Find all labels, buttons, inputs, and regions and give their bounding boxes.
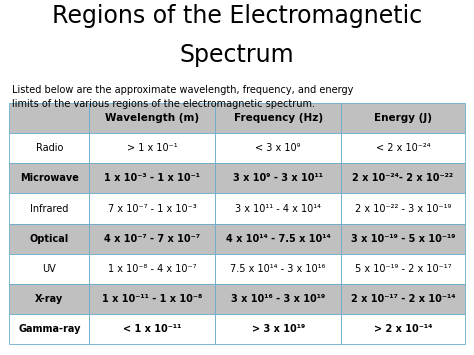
Text: 4 x 10¹⁴ - 7.5 x 10¹⁴: 4 x 10¹⁴ - 7.5 x 10¹⁴ bbox=[226, 234, 330, 244]
Bar bbox=[89, 254, 215, 284]
Text: UV: UV bbox=[42, 264, 56, 274]
Bar bbox=[215, 224, 341, 254]
Text: Infrared: Infrared bbox=[30, 203, 68, 214]
Bar bbox=[9, 103, 89, 133]
Text: < 2 x 10⁻²⁴: < 2 x 10⁻²⁴ bbox=[375, 143, 430, 153]
Text: 4 x 10⁻⁷ - 7 x 10⁻⁷: 4 x 10⁻⁷ - 7 x 10⁻⁷ bbox=[104, 234, 200, 244]
Bar bbox=[341, 254, 465, 284]
Bar bbox=[89, 163, 215, 193]
Text: X-ray: X-ray bbox=[35, 294, 64, 304]
Bar bbox=[9, 224, 89, 254]
Bar bbox=[89, 133, 215, 163]
Bar bbox=[9, 314, 89, 344]
Bar bbox=[9, 163, 89, 193]
Text: 5 x 10⁻¹⁹ - 2 x 10⁻¹⁷: 5 x 10⁻¹⁹ - 2 x 10⁻¹⁷ bbox=[355, 264, 451, 274]
Text: > 2 x 10⁻¹⁴: > 2 x 10⁻¹⁴ bbox=[374, 324, 432, 334]
Text: Spectrum: Spectrum bbox=[180, 43, 294, 67]
Bar bbox=[215, 103, 341, 133]
Bar bbox=[9, 193, 89, 224]
Bar bbox=[89, 284, 215, 314]
Text: 3 x 10⁹ - 3 x 10¹¹: 3 x 10⁹ - 3 x 10¹¹ bbox=[233, 173, 323, 184]
Text: Regions of the Electromagnetic: Regions of the Electromagnetic bbox=[52, 4, 422, 28]
Bar bbox=[341, 193, 465, 224]
Text: > 3 x 10¹⁹: > 3 x 10¹⁹ bbox=[252, 324, 305, 334]
Bar bbox=[215, 163, 341, 193]
Text: 3 x 10⁻¹⁹ - 5 x 10⁻¹⁹: 3 x 10⁻¹⁹ - 5 x 10⁻¹⁹ bbox=[351, 234, 455, 244]
Bar bbox=[215, 284, 341, 314]
Bar bbox=[341, 103, 465, 133]
Bar bbox=[215, 133, 341, 163]
Text: Microwave: Microwave bbox=[20, 173, 79, 184]
Bar bbox=[215, 193, 341, 224]
Text: < 1 x 10⁻¹¹: < 1 x 10⁻¹¹ bbox=[123, 324, 182, 334]
Bar bbox=[341, 133, 465, 163]
Text: 2 x 10⁻²⁴- 2 x 10⁻²²: 2 x 10⁻²⁴- 2 x 10⁻²² bbox=[352, 173, 454, 184]
Bar bbox=[341, 163, 465, 193]
Text: Radio: Radio bbox=[36, 143, 63, 153]
Text: 3 x 10¹⁶ - 3 x 10¹⁹: 3 x 10¹⁶ - 3 x 10¹⁹ bbox=[231, 294, 325, 304]
Bar bbox=[341, 314, 465, 344]
Text: Listed below are the approximate wavelength, frequency, and energy
limits of the: Listed below are the approximate wavelen… bbox=[12, 85, 353, 109]
Text: Frequency (Hz): Frequency (Hz) bbox=[234, 113, 323, 123]
Text: Optical: Optical bbox=[30, 234, 69, 244]
Text: 1 x 10⁻⁸ - 4 x 10⁻⁷: 1 x 10⁻⁸ - 4 x 10⁻⁷ bbox=[108, 264, 196, 274]
Text: > 1 x 10⁻¹: > 1 x 10⁻¹ bbox=[127, 143, 177, 153]
Bar bbox=[9, 284, 89, 314]
Text: Wavelength (m): Wavelength (m) bbox=[105, 113, 199, 123]
Text: 2 x 10⁻¹⁷ - 2 x 10⁻¹⁴: 2 x 10⁻¹⁷ - 2 x 10⁻¹⁴ bbox=[351, 294, 455, 304]
Text: Energy (J): Energy (J) bbox=[374, 113, 432, 123]
Bar bbox=[9, 133, 89, 163]
Bar bbox=[89, 314, 215, 344]
Bar bbox=[89, 103, 215, 133]
Bar bbox=[89, 193, 215, 224]
Text: 1 x 10⁻³ - 1 x 10⁻¹: 1 x 10⁻³ - 1 x 10⁻¹ bbox=[104, 173, 200, 184]
Bar bbox=[341, 284, 465, 314]
Text: < 3 x 10⁹: < 3 x 10⁹ bbox=[255, 143, 301, 153]
Text: 1 x 10⁻¹¹ - 1 x 10⁻⁸: 1 x 10⁻¹¹ - 1 x 10⁻⁸ bbox=[102, 294, 202, 304]
Text: 3 x 10¹¹ - 4 x 10¹⁴: 3 x 10¹¹ - 4 x 10¹⁴ bbox=[235, 203, 321, 214]
Bar bbox=[89, 224, 215, 254]
Bar bbox=[341, 224, 465, 254]
Text: 2 x 10⁻²² - 3 x 10⁻¹⁹: 2 x 10⁻²² - 3 x 10⁻¹⁹ bbox=[355, 203, 451, 214]
Bar bbox=[9, 254, 89, 284]
Bar bbox=[215, 314, 341, 344]
Bar bbox=[215, 254, 341, 284]
Text: 7.5 x 10¹⁴ - 3 x 10¹⁶: 7.5 x 10¹⁴ - 3 x 10¹⁶ bbox=[230, 264, 326, 274]
Text: Gamma-ray: Gamma-ray bbox=[18, 324, 81, 334]
Text: 7 x 10⁻⁷ - 1 x 10⁻³: 7 x 10⁻⁷ - 1 x 10⁻³ bbox=[108, 203, 197, 214]
